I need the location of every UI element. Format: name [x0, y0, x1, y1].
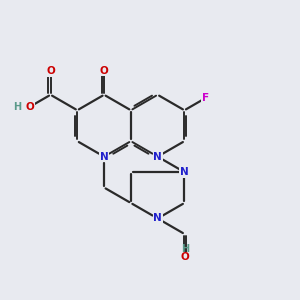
Text: F: F [202, 93, 209, 103]
Text: H: H [13, 102, 21, 112]
Text: O: O [26, 102, 34, 112]
Text: H: H [181, 244, 189, 254]
Text: N: N [153, 214, 162, 224]
Text: O: O [46, 66, 55, 76]
Text: N: N [180, 167, 189, 177]
Text: N: N [100, 152, 109, 162]
Text: N: N [153, 152, 162, 162]
Text: O: O [180, 253, 189, 262]
Text: O: O [100, 66, 109, 76]
